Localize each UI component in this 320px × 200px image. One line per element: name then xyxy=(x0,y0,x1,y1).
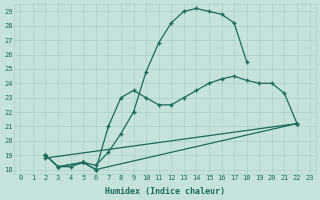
X-axis label: Humidex (Indice chaleur): Humidex (Indice chaleur) xyxy=(105,187,225,196)
